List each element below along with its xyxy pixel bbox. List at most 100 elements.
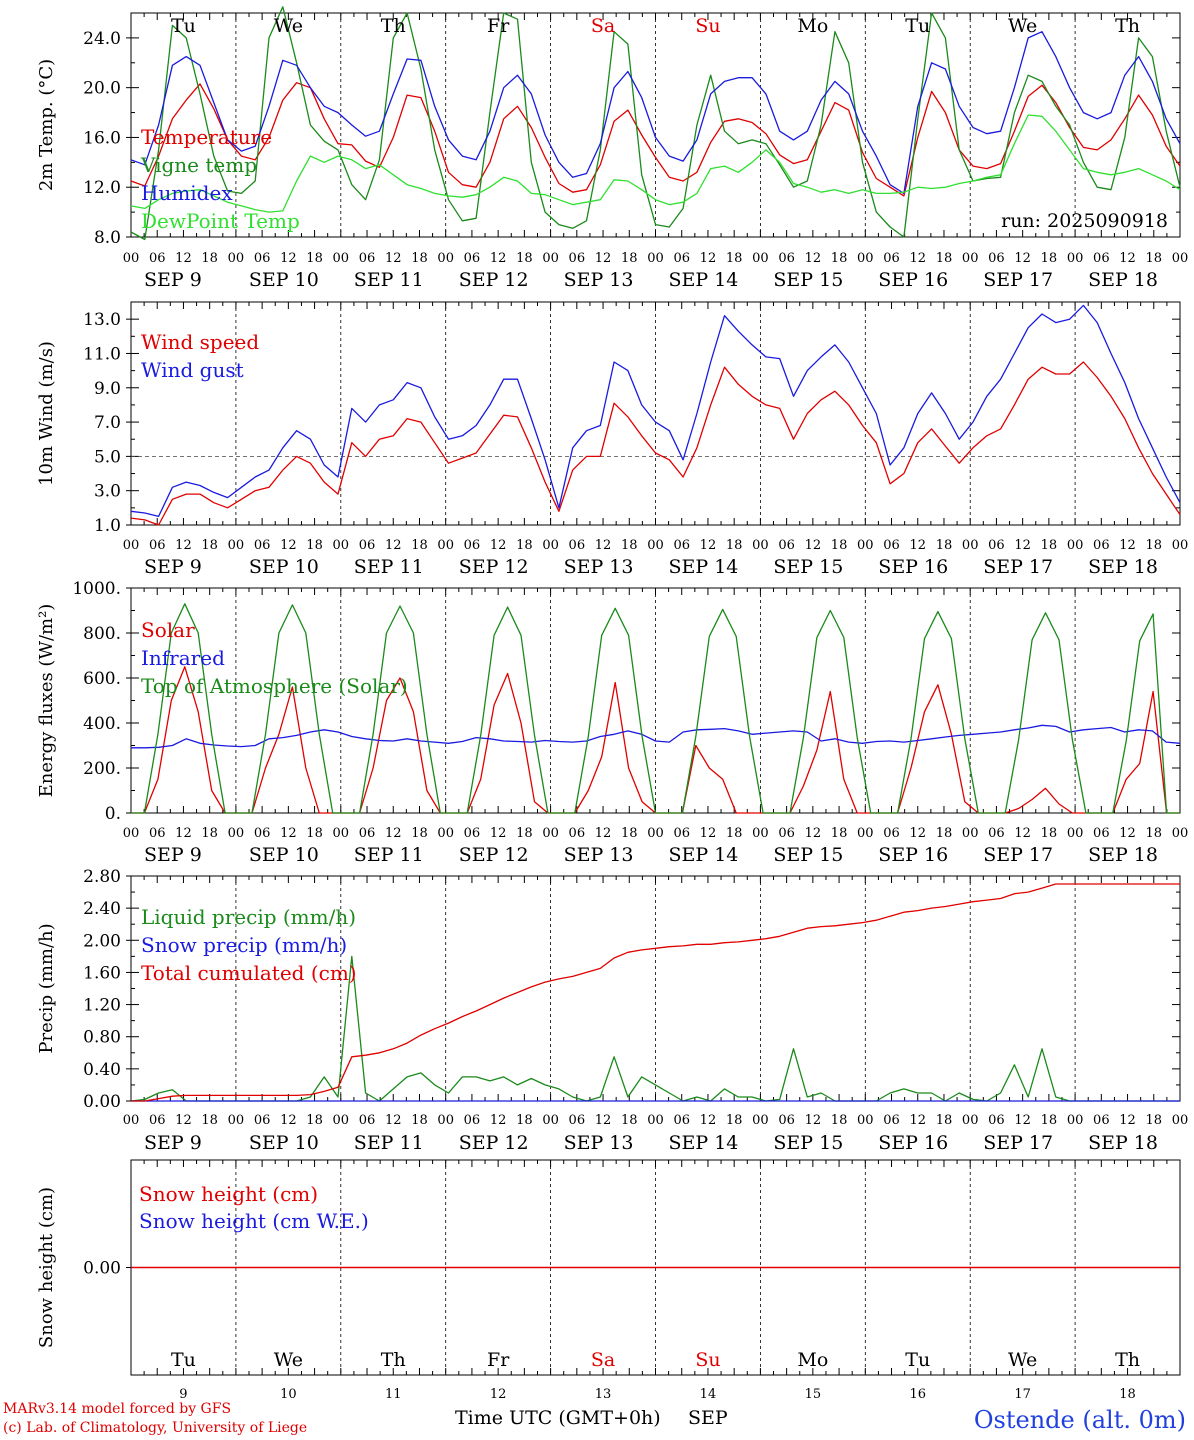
hour-tick-label: 18 xyxy=(1041,538,1058,553)
hour-tick-label: 06 xyxy=(673,1113,690,1128)
hour-tick-label: 12 xyxy=(909,538,926,553)
hour-tick-label: 06 xyxy=(464,251,481,266)
hour-tick-label: 06 xyxy=(359,1113,376,1128)
day-number-label: 9 xyxy=(179,1387,187,1402)
y-tick-label: 5.0 xyxy=(94,447,121,467)
hour-tick-label: 06 xyxy=(359,251,376,266)
hour-tick-label: 18 xyxy=(726,251,743,266)
hour-tick-label: 18 xyxy=(516,1113,533,1128)
y-tick-label: 0.00 xyxy=(83,1259,121,1279)
weekday-label-top: Fr xyxy=(487,15,510,37)
hour-tick-label: 00 xyxy=(647,538,664,553)
date-label: SEP 18 xyxy=(1088,269,1158,291)
date-label: SEP 13 xyxy=(564,1132,634,1154)
weekday-label-top: Tu xyxy=(905,15,930,37)
day-number-label: 11 xyxy=(385,1387,402,1402)
hour-tick-label: 00 xyxy=(647,826,664,841)
hour-tick-label: 18 xyxy=(1146,538,1163,553)
hour-tick-label: 00 xyxy=(333,538,350,553)
hour-tick-label: 12 xyxy=(490,251,507,266)
weekday-label-top: We xyxy=(1008,15,1037,37)
hour-tick-label: 06 xyxy=(988,1113,1005,1128)
hour-tick-label: 06 xyxy=(988,826,1005,841)
hour-tick-label: 12 xyxy=(280,1113,297,1128)
date-label: SEP 17 xyxy=(983,1132,1053,1154)
hour-tick-label: 00 xyxy=(542,538,559,553)
series-line xyxy=(130,304,1181,518)
hour-tick-label: 00 xyxy=(437,251,454,266)
hour-tick-label: 18 xyxy=(1041,1113,1058,1128)
hour-tick-label: 00 xyxy=(962,251,979,266)
hour-tick-label: 00 xyxy=(333,826,350,841)
legend-entry: Total cumulated (cm) xyxy=(141,961,357,985)
hour-tick-label: 12 xyxy=(280,538,297,553)
y-tick-label: 600. xyxy=(83,669,121,689)
hour-tick-label: 06 xyxy=(569,251,586,266)
hour-tick-label: 06 xyxy=(149,251,166,266)
hour-tick-label: 18 xyxy=(306,826,323,841)
weekday-label-bottom: Tu xyxy=(171,1349,196,1371)
day-number-label: 12 xyxy=(490,1387,507,1402)
hour-tick-label: 12 xyxy=(1014,1113,1031,1128)
hour-tick-label: 12 xyxy=(700,826,717,841)
hour-tick-label: 00 xyxy=(752,538,769,553)
date-label: SEP 14 xyxy=(669,1132,739,1154)
panel-frame-1 xyxy=(130,12,1181,238)
date-label: SEP 16 xyxy=(878,1132,948,1154)
hour-tick-label: 12 xyxy=(385,538,402,553)
hour-tick-label: 18 xyxy=(411,826,428,841)
hour-tick-label: 12 xyxy=(595,1113,612,1128)
y-axis-title: Snow height (cm) xyxy=(36,1187,57,1348)
hour-tick-label: 06 xyxy=(1093,251,1110,266)
hour-tick-label: 00 xyxy=(1172,826,1189,841)
hour-tick-label: 18 xyxy=(936,1113,953,1128)
y-tick-label: 0.80 xyxy=(83,1028,121,1048)
date-label: SEP 9 xyxy=(144,1132,202,1154)
hour-tick-label: 18 xyxy=(621,826,638,841)
hour-tick-label: 06 xyxy=(359,826,376,841)
hour-tick-label: 18 xyxy=(726,538,743,553)
y-axis-title: 2m Temp. (°C) xyxy=(36,59,57,191)
date-label: SEP 11 xyxy=(354,269,424,291)
hour-tick-label: 06 xyxy=(883,1113,900,1128)
hour-tick-label: 12 xyxy=(280,251,297,266)
hour-tick-label: 18 xyxy=(936,538,953,553)
hour-tick-label: 12 xyxy=(700,538,717,553)
hour-tick-label: 18 xyxy=(516,826,533,841)
weekday-label-top: Mo xyxy=(797,15,828,37)
y-tick-label: 0.40 xyxy=(83,1060,121,1080)
legend-entry: Infrared xyxy=(141,646,225,670)
hour-tick-label: 00 xyxy=(1172,538,1189,553)
hour-tick-label: 06 xyxy=(778,538,795,553)
hour-tick-label: 06 xyxy=(149,826,166,841)
hour-tick-label: 00 xyxy=(123,1113,140,1128)
hour-tick-label: 00 xyxy=(437,826,454,841)
hour-tick-label: 18 xyxy=(726,826,743,841)
date-label: SEP 10 xyxy=(249,556,319,578)
hour-tick-label: 18 xyxy=(306,1113,323,1128)
hour-tick-label: 06 xyxy=(673,538,690,553)
hour-tick-label: 12 xyxy=(385,1113,402,1128)
hour-tick-label: 00 xyxy=(962,1113,979,1128)
hour-tick-label: 12 xyxy=(385,826,402,841)
series-line xyxy=(130,31,1181,195)
hour-tick-label: 18 xyxy=(831,538,848,553)
y-tick-label: 12.0 xyxy=(83,178,121,198)
hour-tick-label: 12 xyxy=(909,826,926,841)
hour-tick-label: 06 xyxy=(778,826,795,841)
date-label: SEP 10 xyxy=(249,269,319,291)
date-label: SEP 9 xyxy=(144,556,202,578)
legend-entry: Vigne temp xyxy=(140,153,257,177)
hour-tick-label: 00 xyxy=(752,251,769,266)
hour-tick-label: 06 xyxy=(464,1113,481,1128)
date-label: SEP 17 xyxy=(983,556,1053,578)
series-line xyxy=(130,114,1181,213)
date-label: SEP 11 xyxy=(354,556,424,578)
weekday-label-top: We xyxy=(274,15,303,37)
hour-tick-label: 00 xyxy=(1067,1113,1084,1128)
hour-tick-label: 12 xyxy=(1014,251,1031,266)
date-label: SEP 14 xyxy=(669,844,739,866)
legend-entry: Top of Atmosphere (Solar) xyxy=(141,674,408,698)
y-tick-label: 3.0 xyxy=(94,482,121,502)
hour-tick-label: 00 xyxy=(542,251,559,266)
